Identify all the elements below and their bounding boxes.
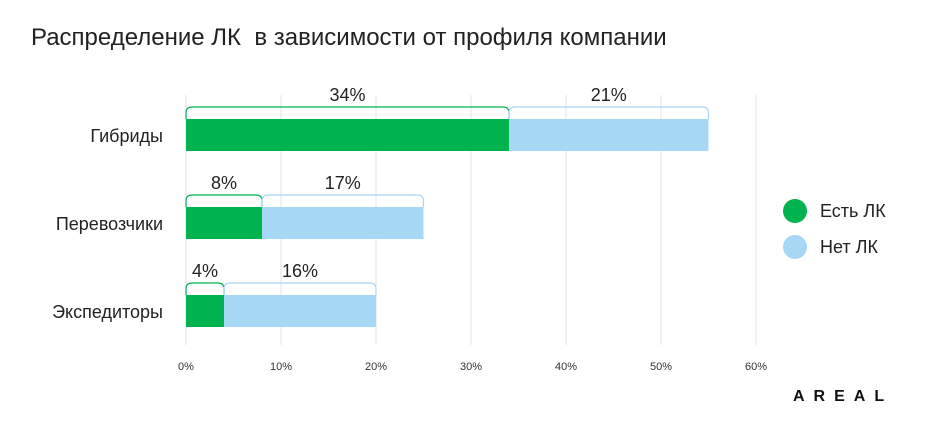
x-tick-label: 10% [270,361,292,373]
legend-item-has: Есть ЛК [783,199,886,223]
legend: Есть ЛК Нет ЛК [783,199,886,272]
bar-segment [509,119,709,151]
data-label: 16% [282,261,318,281]
data-label: 17% [325,173,361,193]
bar-segment [186,295,224,327]
data-label: 21% [591,85,627,105]
data-label: 34% [329,85,365,105]
value-bracket [261,194,425,207]
value-bracket [508,106,710,119]
x-tick-label: 20% [365,361,387,373]
value-bracket [223,282,377,295]
bar-segment [262,207,424,239]
x-tick-label: 60% [745,361,767,373]
bar-segment [224,295,376,327]
legend-marker-has [783,199,807,223]
bar-segment [186,207,262,239]
legend-marker-none [783,235,807,259]
x-tick-label: 30% [460,361,482,373]
legend-item-none: Нет ЛК [783,235,886,259]
x-tick-label: 40% [555,361,577,373]
brand-logo: AREAL [793,388,894,405]
category-label: Гибриды [90,126,163,146]
legend-label-has: Есть ЛК [820,200,886,221]
chart-title: Распределение ЛК в зависимости от профил… [31,24,667,51]
value-bracket [185,282,225,295]
x-tick-label: 50% [650,361,672,373]
category-label: Перевозчики [56,214,163,234]
bar-segment [186,119,509,151]
x-tick-label: 0% [178,361,194,373]
category-label: Экспедиторы [52,302,163,322]
data-label: 4% [192,261,218,281]
data-label: 8% [211,173,237,193]
legend-label-none: Нет ЛК [820,236,878,257]
value-bracket [185,106,510,119]
value-bracket [185,194,263,207]
